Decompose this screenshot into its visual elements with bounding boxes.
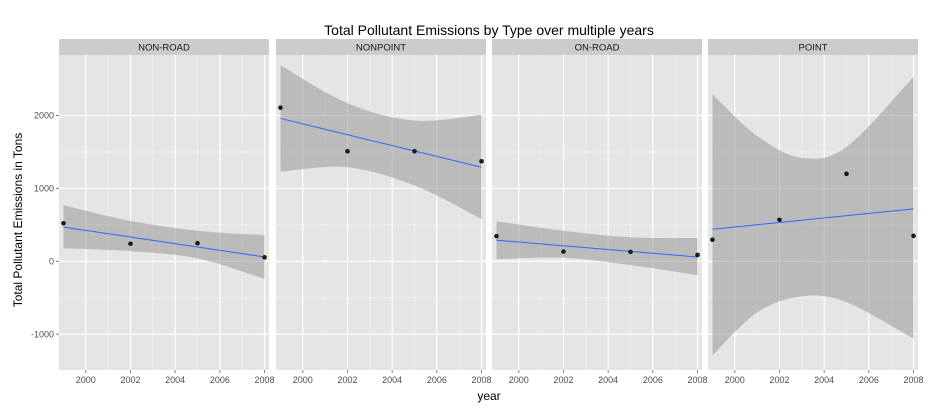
x-tick-label: 2002	[769, 375, 789, 385]
panel-strip-label: NONPOINT	[356, 43, 406, 54]
panel-nonpoint: NONPOINT 2000 2002 2004 2006 2008	[276, 39, 492, 385]
panel-non-road: NON-ROAD 2000 2002 2004 2006 2008	[59, 39, 275, 385]
panel-strip-label: POINT	[798, 43, 827, 54]
x-tick-label: 2008	[688, 375, 708, 385]
data-point	[494, 233, 499, 239]
y-tick-label: 1000	[34, 183, 54, 193]
y-tick-label: -1000	[31, 329, 54, 339]
confidence-ribbon	[280, 65, 482, 220]
trend-line	[280, 117, 482, 168]
data-point	[911, 233, 916, 239]
x-tick-label: 2006	[427, 375, 447, 385]
x-tick-label: 2000	[76, 375, 96, 385]
x-tick-label: 2002	[553, 375, 573, 385]
data-point	[777, 217, 782, 223]
data-point	[345, 148, 350, 154]
x-tick-label: 2006	[643, 375, 663, 385]
panel-strip	[59, 39, 269, 55]
x-tick-label: 2004	[598, 375, 618, 385]
x-tick-label: 2006	[210, 375, 230, 385]
data-point	[844, 171, 849, 177]
panel-strip	[276, 39, 486, 55]
data-point	[195, 240, 200, 246]
x-axis-label: year	[477, 389, 500, 403]
data-point	[278, 105, 283, 110]
data-point	[61, 220, 66, 226]
x-tick-label: 2006	[859, 375, 879, 385]
x-tick-label: 2000	[509, 375, 529, 385]
data-point	[479, 158, 484, 164]
data-point	[695, 252, 700, 258]
data-point	[628, 249, 633, 255]
x-tick-label: 2004	[814, 375, 834, 385]
panel-point: POINT 2000 2002 2004 2006 2008	[708, 39, 924, 385]
x-tick-label: 2008	[255, 375, 275, 385]
y-axis-label: Total Pollutant Emissions in Tons	[11, 133, 25, 308]
data-point	[710, 237, 715, 242]
x-tick-label: 2008	[472, 375, 492, 385]
confidence-ribbon	[712, 76, 914, 356]
trend-line	[712, 208, 914, 230]
chart-title: Total Pollutant Emissions by Type over m…	[324, 22, 654, 38]
y-tick-label: 2000	[34, 111, 54, 121]
panel-strip-label: ON-ROAD	[575, 43, 620, 54]
x-tick-label: 2004	[382, 375, 402, 385]
data-point	[128, 241, 133, 247]
y-tick-label: 0	[49, 256, 54, 266]
data-point	[262, 255, 267, 260]
data-point	[412, 148, 417, 154]
data-point	[561, 249, 566, 254]
panel-background	[492, 55, 702, 370]
panel-strip	[708, 39, 918, 55]
panel-strip	[492, 39, 702, 55]
x-tick-label: 2000	[725, 375, 745, 385]
x-tick-label: 2002	[120, 375, 140, 385]
x-tick-label: 2008	[904, 375, 924, 385]
panel-strip-label: NON-ROAD	[138, 43, 190, 54]
x-tick-label: 2000	[293, 375, 313, 385]
trend-line	[63, 226, 265, 258]
panel-background	[59, 55, 269, 370]
panel-on-road: ON-ROAD 2000 2002 2004 2006 2008	[492, 39, 708, 385]
x-tick-label: 2002	[337, 375, 357, 385]
x-tick-label: 2004	[165, 375, 185, 385]
panels: -1000 0 1000 2000 NON-ROAD 2000 2002 2004 2006 20…	[31, 39, 924, 385]
trend-line	[496, 239, 698, 258]
